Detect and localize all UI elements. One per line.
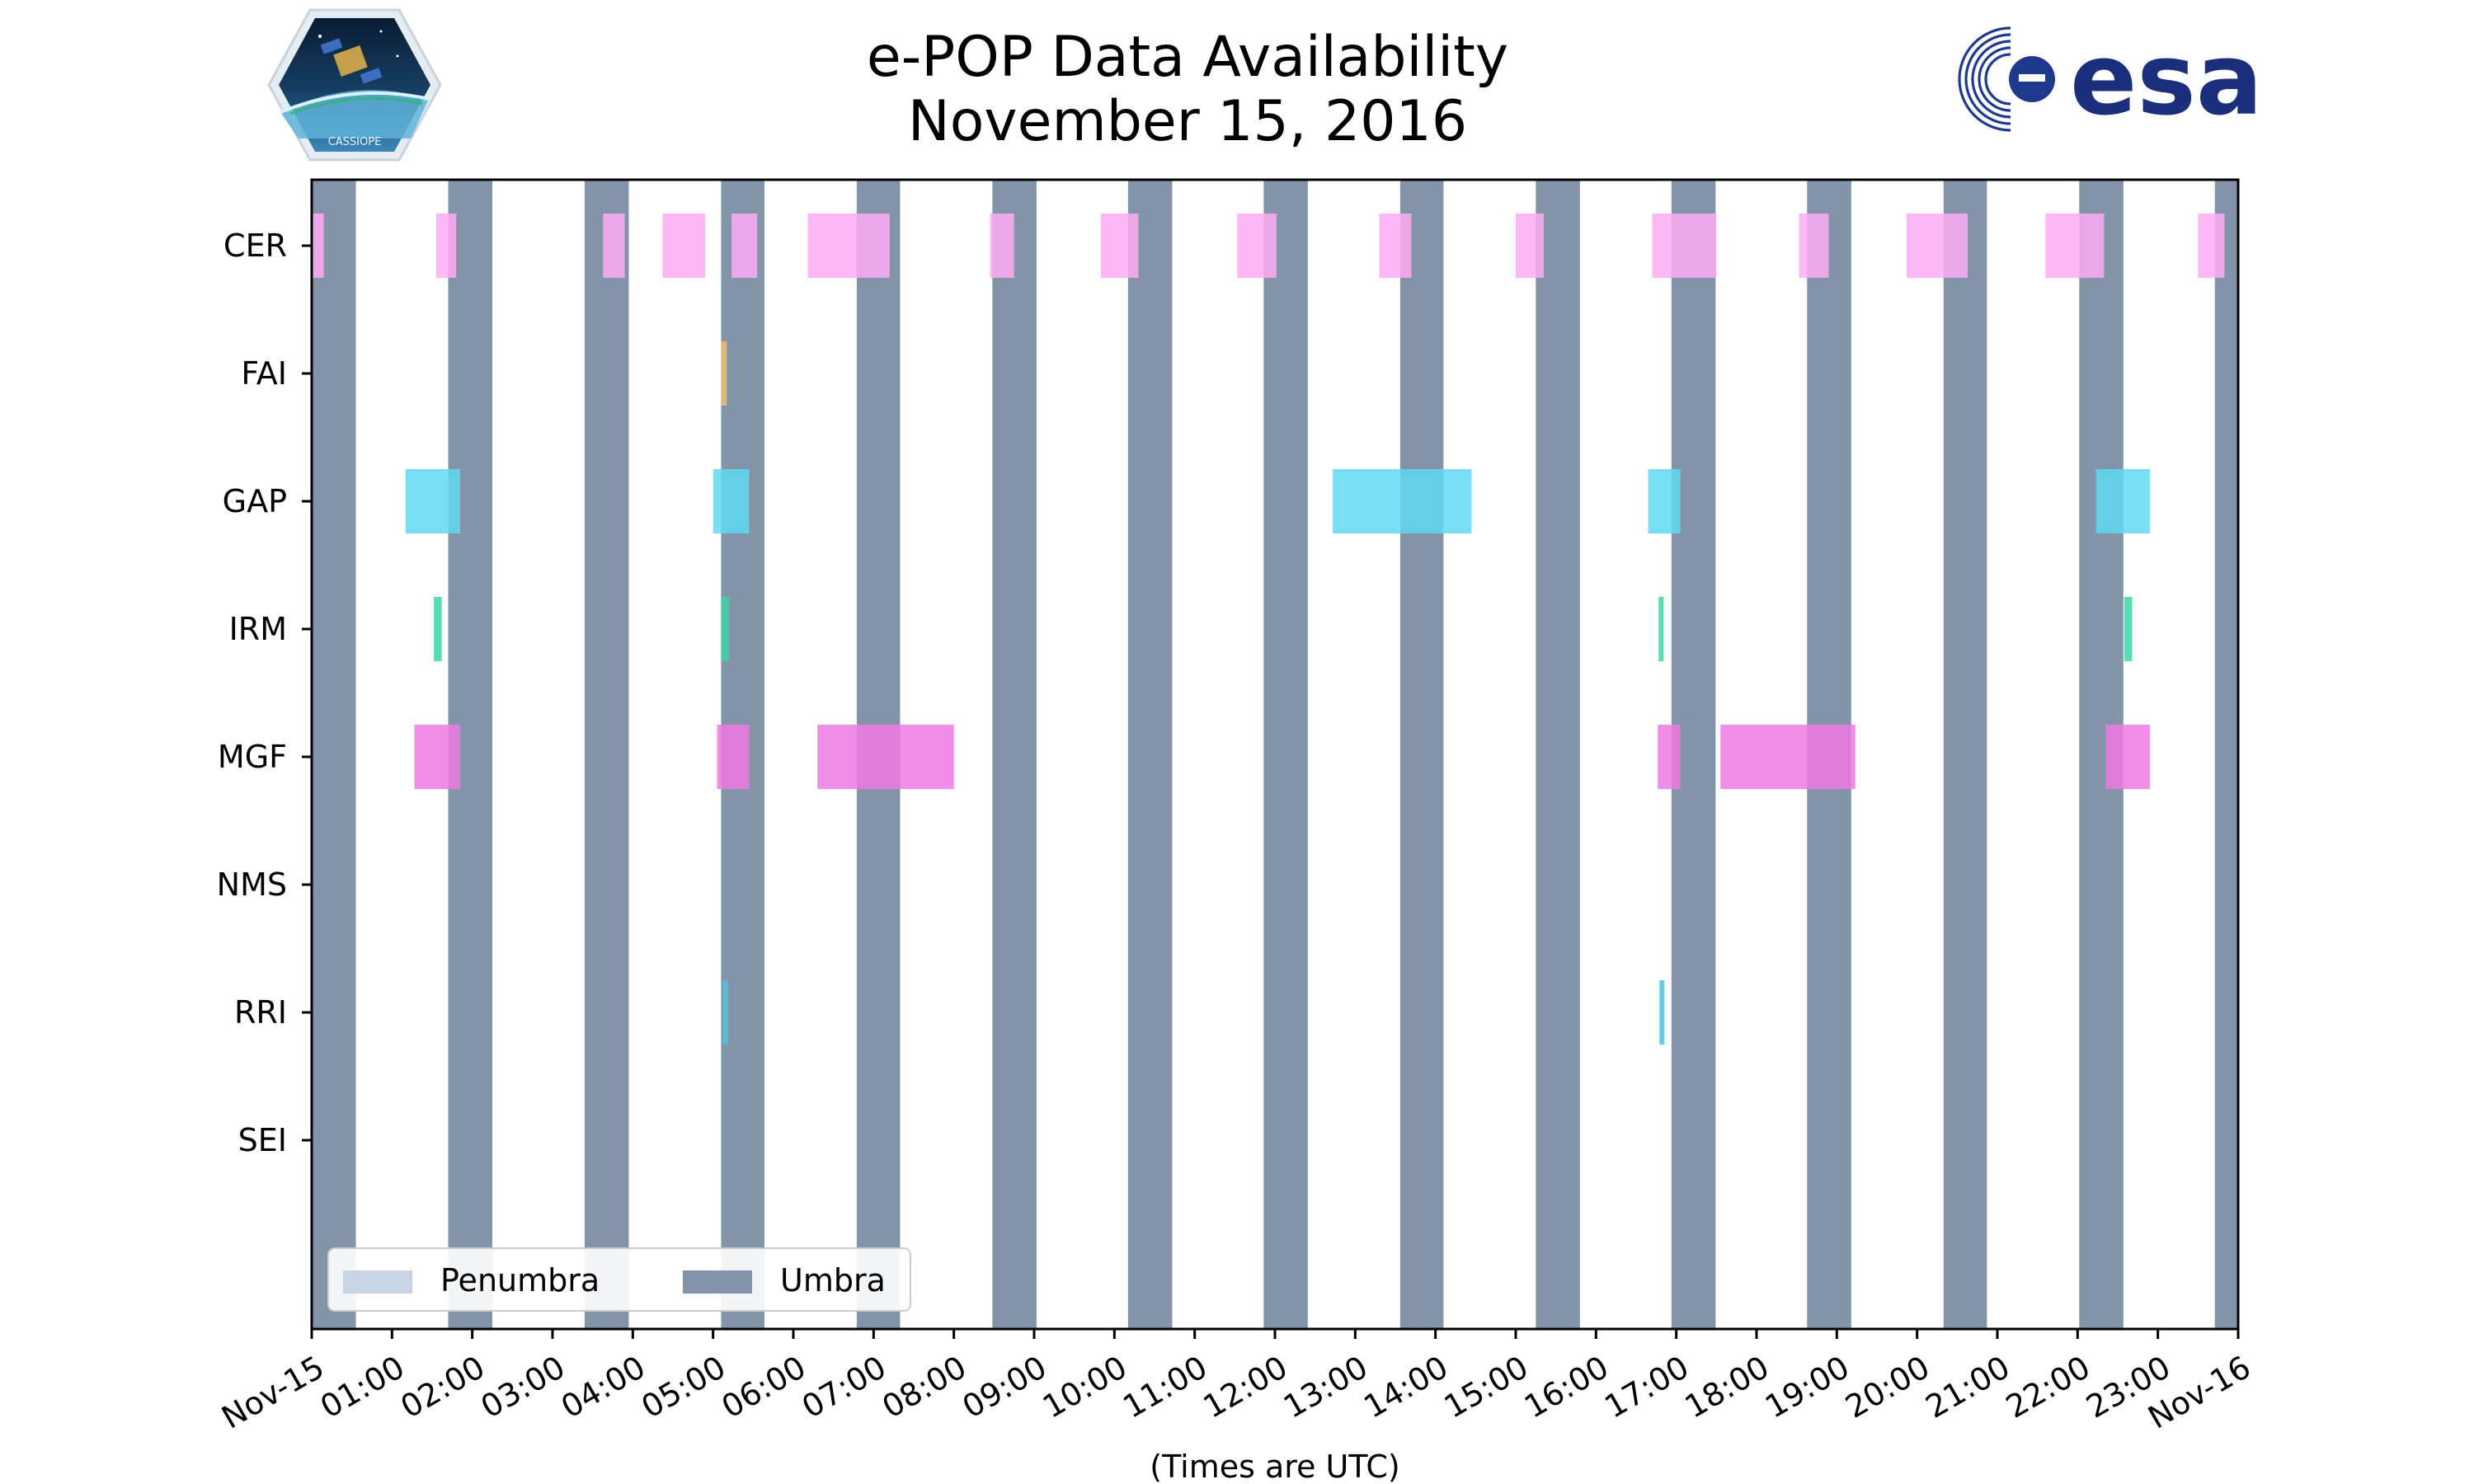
x-tick-label: 04:00 <box>555 1349 651 1425</box>
x-tick-label: 01:00 <box>314 1349 411 1425</box>
data-bar-cer <box>603 214 625 278</box>
x-tick-label: 19:00 <box>1759 1349 1856 1425</box>
x-tick-label: 14:00 <box>1357 1349 1454 1425</box>
umbra-layer <box>312 180 2238 1329</box>
umbra-band <box>312 180 356 1329</box>
data-bar-mgf <box>817 725 954 789</box>
data-bar-gap <box>1648 469 1681 533</box>
legend-swatch-penumbra <box>343 1270 412 1294</box>
x-tick-label: Nov-15 <box>215 1349 330 1436</box>
data-bar-cer <box>1100 214 1139 278</box>
data-bar-gap <box>713 469 750 533</box>
data-bar-irm <box>2124 597 2133 661</box>
data-bar-rri <box>722 980 728 1045</box>
data-bar-gap <box>405 469 461 533</box>
umbra-band <box>2214 180 2238 1329</box>
chart-title-line1: e-POP Data Availability <box>866 25 1509 90</box>
y-axis: CER FAI GAP IRM MGF NMS RRI SEI <box>217 228 312 1158</box>
legend-label-penumbra: Penumbra <box>440 1262 600 1298</box>
data-bar-cer <box>1516 214 1545 278</box>
x-tick-label: 07:00 <box>796 1349 892 1425</box>
data-bar-cer <box>435 214 457 278</box>
x-tick-label: 17:00 <box>1598 1349 1695 1425</box>
x-tick-label: 03:00 <box>475 1349 571 1425</box>
x-tick-label: 05:00 <box>635 1349 731 1425</box>
cassiope-badge-text: CASSIOPE <box>328 136 382 148</box>
esa-logo-icon: esa <box>1958 23 2263 137</box>
data-bar-cer <box>807 214 890 278</box>
x-tick-label: 09:00 <box>957 1349 1053 1425</box>
legend-swatch-umbra <box>683 1270 752 1294</box>
data-bar-cer <box>2045 214 2105 278</box>
data-bar-cer <box>990 214 1014 278</box>
chart-title-line2: November 15, 2016 <box>907 89 1468 154</box>
y-tick-label-mgf: MGF <box>218 739 287 775</box>
data-bar-cer <box>1379 214 1412 278</box>
data-bar-gap <box>2095 469 2150 533</box>
data-bar-cer <box>2198 214 2225 278</box>
x-tick-label: 20:00 <box>1839 1349 1935 1425</box>
data-bar-gap <box>1333 469 1472 533</box>
data-bar-cer <box>312 214 324 278</box>
x-tick-label: 18:00 <box>1679 1349 1776 1425</box>
x-tick-label: 22:00 <box>2000 1349 2096 1425</box>
umbra-band <box>584 180 629 1329</box>
umbra-band <box>992 180 1037 1329</box>
data-bar-mgf <box>2105 725 2150 789</box>
umbra-band <box>1263 180 1308 1329</box>
x-tick-label: 02:00 <box>394 1349 491 1425</box>
cassiope-mission-badge-icon: CASSIOPE <box>267 8 442 162</box>
data-bar-mgf <box>717 725 750 789</box>
x-tick-label: 06:00 <box>716 1349 812 1425</box>
x-tick-label: 15:00 <box>1438 1349 1535 1425</box>
data-bar-fai <box>721 341 727 406</box>
data-bar-cer <box>1652 214 1717 278</box>
y-tick-label-gap: GAP <box>223 483 287 519</box>
data-bars-layer <box>312 214 2225 1045</box>
x-tick-label: 12:00 <box>1197 1349 1294 1425</box>
y-tick-label-rri: RRI <box>234 994 287 1031</box>
x-tick-label: 13:00 <box>1277 1349 1374 1425</box>
y-tick-label-nms: NMS <box>217 866 287 903</box>
x-axis-label: (Times are UTC) <box>1150 1449 1399 1484</box>
legend: Penumbra Umbra <box>327 1247 911 1312</box>
umbra-band <box>1399 180 1444 1329</box>
data-bar-mgf <box>1658 725 1681 789</box>
legend-label-umbra: Umbra <box>780 1262 886 1298</box>
umbra-band <box>1536 180 1580 1329</box>
y-tick-label-irm: IRM <box>229 611 287 647</box>
legend-box <box>327 1247 911 1312</box>
data-bar-cer <box>1799 214 1829 278</box>
x-axis: Nov-1501:0002:0003:0004:0005:0006:0007:0… <box>215 1329 2257 1436</box>
data-bar-rri <box>1659 980 1665 1045</box>
y-tick-label-fai: FAI <box>241 355 287 392</box>
y-tick-label-sei: SEI <box>238 1122 287 1158</box>
data-bar-irm <box>433 597 442 661</box>
data-bar-cer <box>662 214 705 278</box>
x-tick-label: 11:00 <box>1117 1349 1213 1425</box>
data-bar-cer <box>1237 214 1277 278</box>
data-bar-mgf <box>414 725 461 789</box>
umbra-band <box>1943 180 1987 1329</box>
x-tick-label: 08:00 <box>876 1349 972 1425</box>
umbra-band <box>1127 180 1173 1329</box>
x-tick-label: 21:00 <box>1920 1349 2016 1425</box>
esa-wordmark: esa <box>2070 23 2263 137</box>
x-tick-label: 10:00 <box>1037 1349 1133 1425</box>
data-bar-mgf <box>1720 725 1856 789</box>
data-bar-cer <box>731 214 758 278</box>
x-tick-label: 16:00 <box>1518 1349 1615 1425</box>
y-tick-label-cer: CER <box>223 228 287 264</box>
data-bar-irm <box>721 597 730 661</box>
data-bar-cer <box>1907 214 1968 278</box>
data-bar-irm <box>1658 597 1664 661</box>
